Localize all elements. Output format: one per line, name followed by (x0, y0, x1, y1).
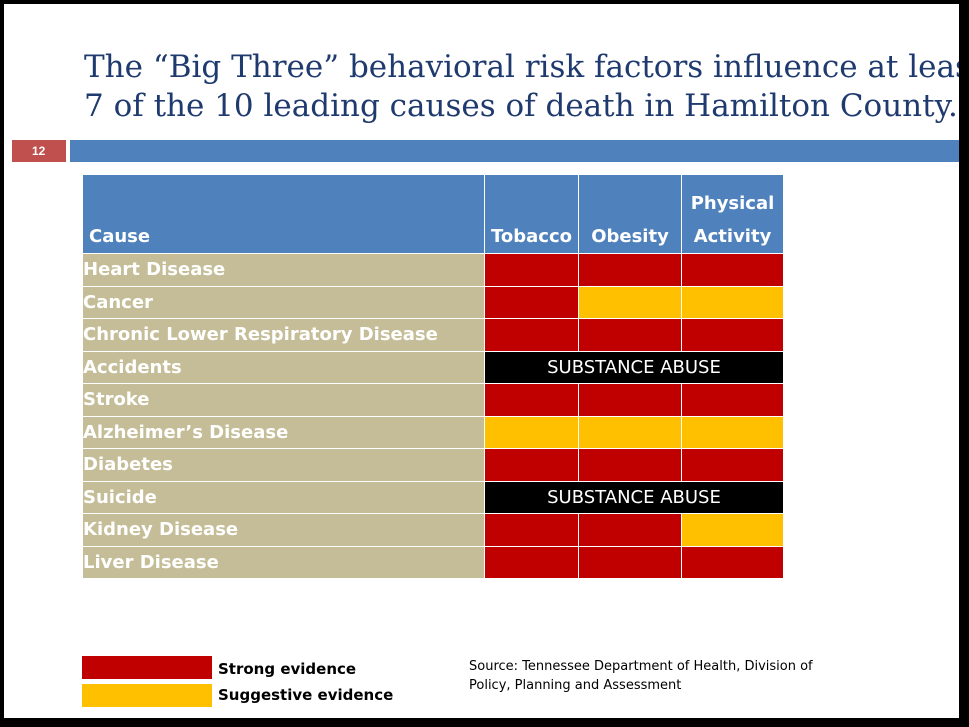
substance-abuse-cell: SUBSTANCE ABUSE (484, 480, 784, 514)
header-physical-activity: Physical Activity (681, 174, 784, 254)
table-row: Alzheimer’s Disease (82, 415, 784, 449)
header-cause: Cause (82, 174, 485, 254)
table-header-row: Cause Tobacco Obesity Physical Activity (82, 174, 784, 254)
header-tobacco: Tobacco (484, 174, 579, 254)
risk-factor-table: Cause Tobacco Obesity Physical Activity … (82, 174, 784, 579)
suggestive-evidence-cell (681, 285, 784, 319)
strong-evidence-cell (681, 545, 784, 579)
legend-suggestive-swatch (82, 684, 212, 707)
source-note: Source: Tennessee Department of Health, … (469, 657, 829, 695)
strong-evidence-cell (484, 448, 579, 482)
table-row: Heart Disease (82, 253, 784, 287)
cause-cell: Cancer (82, 285, 485, 319)
strong-evidence-cell (578, 448, 682, 482)
strong-evidence-cell (578, 318, 682, 352)
source-line1: Source: Tennessee Department of Health, … (469, 659, 813, 674)
cause-cell: Stroke (82, 383, 485, 417)
cause-cell: Heart Disease (82, 253, 485, 287)
slide-title: The “Big Three” behavioral risk factors … (84, 48, 959, 126)
suggestive-evidence-cell (578, 415, 682, 449)
legend-strong-label: Strong evidence (218, 660, 357, 678)
suggestive-evidence-cell (681, 513, 784, 547)
cause-cell: Alzheimer’s Disease (82, 415, 485, 449)
strong-evidence-cell (681, 383, 784, 417)
substance-abuse-cell: SUBSTANCE ABUSE (484, 350, 784, 384)
strong-evidence-cell (484, 513, 579, 547)
legend-strong-swatch (82, 656, 212, 679)
strong-evidence-cell (681, 318, 784, 352)
cause-cell: Suicide (82, 480, 485, 514)
cause-cell: Chronic Lower Respiratory Disease (82, 318, 485, 352)
table-row: Chronic Lower Respiratory Disease (82, 318, 784, 352)
title-divider-bar (70, 140, 959, 162)
strong-evidence-cell (484, 383, 579, 417)
table-row: Accidents SUBSTANCE ABUSE (82, 350, 784, 384)
suggestive-evidence-cell (484, 415, 579, 449)
source-line2: Policy, Planning and Assessment (469, 678, 682, 693)
strong-evidence-cell (484, 253, 579, 287)
slide-title-line1: The “Big Three” behavioral risk factors … (84, 49, 959, 85)
table-row: Liver Disease (82, 545, 784, 579)
strong-evidence-cell (484, 318, 579, 352)
slide: The “Big Three” behavioral risk factors … (4, 4, 959, 718)
header-obesity: Obesity (578, 174, 682, 254)
strong-evidence-cell (681, 448, 784, 482)
strong-evidence-cell (681, 253, 784, 287)
strong-evidence-cell (484, 285, 579, 319)
table-row: Kidney Disease (82, 513, 784, 547)
strong-evidence-cell (484, 545, 579, 579)
table-row: Suicide SUBSTANCE ABUSE (82, 480, 784, 514)
cause-cell: Accidents (82, 350, 485, 384)
cause-cell: Liver Disease (82, 545, 485, 579)
cause-cell: Kidney Disease (82, 513, 485, 547)
strong-evidence-cell (578, 545, 682, 579)
strong-evidence-cell (578, 383, 682, 417)
suggestive-evidence-cell (578, 285, 682, 319)
table-body: Heart Disease Cancer Chronic Lower Respira… (82, 253, 784, 579)
cause-cell: Diabetes (82, 448, 485, 482)
slide-title-line2: 7 of the 10 leading causes of death in H… (84, 88, 958, 124)
legend-suggestive-label: Suggestive evidence (218, 686, 394, 704)
strong-evidence-cell (578, 253, 682, 287)
table-row: Stroke (82, 383, 784, 417)
strong-evidence-cell (578, 513, 682, 547)
slide-number: 12 (12, 140, 66, 162)
table-row: Cancer (82, 285, 784, 319)
suggestive-evidence-cell (681, 415, 784, 449)
table-row: Diabetes (82, 448, 784, 482)
